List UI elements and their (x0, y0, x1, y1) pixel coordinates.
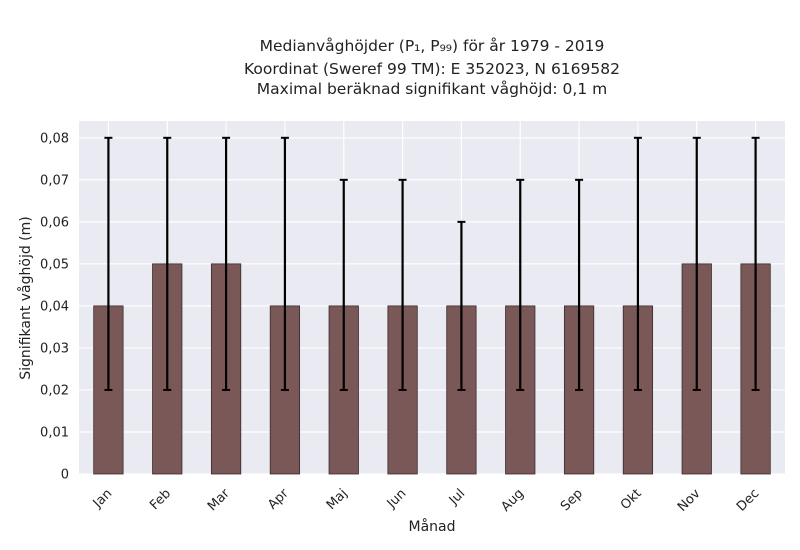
error-bar-okt (633, 136, 642, 391)
y-tick-label: 0,07 (40, 173, 69, 188)
x-tick-label-sep: Sep (558, 486, 586, 514)
x-tick-label-nov: Nov (675, 486, 704, 515)
chart-title: Medianvåghöjder (P₁, P₉₉) för år 1979 - … (244, 37, 620, 98)
error-bar-dec (751, 136, 760, 391)
plot-area (79, 121, 785, 474)
error-bar-nov (692, 136, 701, 391)
error-bar-feb (163, 136, 172, 391)
error-bar-sep (575, 178, 584, 391)
error-bars (104, 136, 760, 391)
error-bar-maj (339, 178, 348, 391)
chart-title-line-3: Maximal beräknad signifikant våghöjd: 0,… (257, 80, 607, 98)
y-axis-ticks: 0 0,01 0,02 0,03 0,04 0,05 0,06 0,07 0,08 (40, 131, 69, 482)
x-tick-label-mar: Mar (205, 486, 233, 514)
chart-title-line-2: Koordinat (Sweref 99 TM): E 352023, N 61… (244, 60, 620, 78)
y-tick-label: 0,03 (40, 341, 69, 356)
x-tick-label-jun: Jun (384, 486, 410, 512)
x-tick-label-feb: Feb (147, 486, 174, 513)
y-tick-label: 0,04 (40, 299, 69, 314)
x-tick-label-jan: Jan (90, 486, 115, 511)
chart-title-line-1: Medianvåghöjder (P₁, P₉₉) för år 1979 - … (260, 37, 605, 55)
x-axis-ticks: Jan Feb Mar Apr Maj Jun Jul Aug Sep Okt Nov Dec (90, 486, 763, 515)
error-bar-jul (457, 220, 466, 391)
y-tick-label: 0,01 (40, 425, 69, 440)
y-tick-label: 0 (61, 468, 69, 483)
x-tick-label-aug: Aug (499, 486, 528, 515)
x-tick-label-dec: Dec (734, 486, 762, 514)
error-bar-jan (104, 136, 113, 391)
y-axis-label: Signifikant våghöjd (m) (17, 216, 34, 379)
x-tick-label-okt: Okt (618, 486, 645, 513)
y-tick-label: 0,02 (40, 383, 69, 398)
error-bar-aug (516, 178, 525, 391)
error-bar-mar (222, 136, 231, 391)
x-axis-label: Månad (409, 518, 456, 535)
error-bar-jun (398, 178, 407, 391)
error-bar-apr (280, 136, 289, 391)
x-tick-label-apr: Apr (265, 486, 292, 513)
y-tick-label: 0,05 (40, 257, 69, 272)
x-tick-label-maj: Maj (324, 486, 351, 513)
x-tick-label-jul: Jul (446, 486, 468, 508)
y-tick-label: 0,06 (40, 215, 69, 230)
y-tick-label: 0,08 (40, 131, 69, 146)
